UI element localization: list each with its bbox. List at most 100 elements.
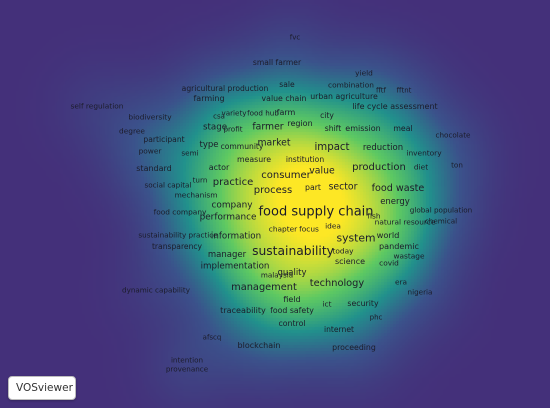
keyword-label[interactable]: consumer [261, 170, 311, 181]
keyword-label[interactable]: chemical [424, 216, 458, 226]
keyword-label[interactable]: internet [323, 325, 355, 335]
keyword-label[interactable]: measure [236, 155, 272, 165]
keyword-label[interactable]: today [332, 246, 354, 256]
keyword-label[interactable]: afscq [202, 333, 222, 342]
keyword-label[interactable]: meal [393, 124, 413, 134]
keyword-label[interactable]: self regulation [70, 101, 124, 111]
keyword-label[interactable]: quality [277, 267, 307, 278]
keyword-label[interactable]: variety [221, 108, 247, 118]
keyword-label[interactable]: yield [355, 68, 373, 78]
keyword-label[interactable]: food company [153, 207, 207, 217]
keyword-label[interactable]: inventory [406, 148, 442, 158]
keyword-label[interactable]: value chain [261, 94, 307, 104]
keyword-label[interactable]: fftnt [396, 86, 412, 95]
keyword-label[interactable]: control [278, 319, 306, 329]
keyword-label[interactable]: provenance [165, 364, 209, 374]
keyword-label[interactable]: phc [369, 313, 383, 322]
keyword-label[interactable]: ict [322, 299, 332, 309]
keyword-label[interactable]: company [211, 200, 253, 211]
keyword-label[interactable]: biodiversity [128, 112, 172, 122]
vosviewer-logo[interactable]: VOSviewer [8, 376, 76, 400]
keyword-label[interactable]: chocolate [435, 130, 471, 140]
keyword-label[interactable]: field [283, 295, 301, 304]
keyword-label[interactable]: practice [212, 177, 254, 188]
keyword-label[interactable]: fftf [375, 86, 387, 95]
keyword-label[interactable]: standard [136, 164, 172, 173]
keyword-label[interactable]: social capital [144, 180, 192, 190]
keyword-label[interactable]: covid [379, 258, 399, 268]
keyword-label[interactable]: small farmer [252, 58, 302, 68]
keyword-label[interactable]: farmer [252, 121, 284, 133]
keyword-label[interactable]: traceability [220, 304, 266, 315]
keyword-label[interactable]: global population [409, 205, 473, 215]
keyword-label[interactable]: food waste [371, 183, 425, 195]
keyword-label[interactable]: chapter [268, 224, 298, 234]
keyword-label[interactable]: region [287, 119, 313, 128]
keyword-label[interactable]: malaysia [260, 270, 294, 280]
keyword-label[interactable]: agricultural production [181, 84, 269, 94]
keyword-label[interactable]: production [352, 162, 406, 173]
keyword-label[interactable]: value [309, 165, 335, 177]
keyword-label[interactable]: manager [207, 249, 247, 260]
keyword-label[interactable]: security [347, 299, 379, 309]
keyword-label[interactable]: actor [208, 163, 230, 172]
keyword-label[interactable]: natural resource [374, 217, 436, 227]
keyword-label[interactable]: technology [309, 278, 365, 290]
keyword-label[interactable]: reduction [362, 142, 404, 153]
keyword-label[interactable]: life cycle assessment [352, 102, 438, 111]
keyword-label[interactable]: nigeria [407, 287, 433, 297]
keyword-label[interactable]: proceeding [332, 343, 376, 353]
keyword-label[interactable]: profit [223, 124, 243, 134]
keyword-label[interactable]: energy [380, 196, 410, 207]
keyword-label[interactable]: turn [192, 175, 208, 185]
keyword-label[interactable]: focus [299, 224, 319, 234]
keyword-label[interactable]: performance [199, 212, 257, 223]
keyword-label[interactable]: farm [276, 108, 296, 117]
keyword-label[interactable]: system [336, 231, 376, 245]
keyword-label[interactable]: sustainability practice [138, 230, 218, 240]
keyword-label[interactable]: type [199, 139, 219, 150]
keyword-label[interactable]: management [231, 282, 297, 294]
keyword-label[interactable]: mechanism [174, 190, 218, 200]
keyword-label[interactable]: wastage [393, 251, 425, 261]
keyword-label[interactable]: stage [202, 122, 228, 133]
keyword-label[interactable]: degree [119, 126, 145, 136]
keyword-label[interactable]: institution [285, 155, 325, 165]
keyword-label[interactable]: process [253, 185, 293, 196]
keyword-label[interactable]: transparency [151, 242, 203, 252]
keyword-label[interactable]: sector [328, 181, 358, 193]
keyword-label[interactable]: information [210, 231, 262, 242]
keyword-label[interactable]: implementation [200, 261, 270, 272]
keyword-label[interactable]: semi [181, 148, 199, 158]
keyword-label[interactable]: emission [345, 124, 381, 133]
keyword-label[interactable]: farming [193, 94, 225, 103]
keyword-label[interactable]: market [257, 137, 291, 149]
keyword-label[interactable]: dynamic capability [122, 285, 190, 295]
keyword-label[interactable]: idea [325, 221, 341, 231]
keyword-label[interactable]: fvc [289, 33, 301, 42]
keyword-label[interactable]: part [305, 183, 321, 193]
keyword-label[interactable]: sale [279, 80, 295, 90]
keyword-label[interactable]: world [376, 229, 400, 240]
keyword-label[interactable]: fish [367, 211, 381, 221]
keyword-label[interactable]: csa [213, 112, 225, 121]
keyword-label[interactable]: science [334, 257, 366, 266]
keyword-label[interactable]: diet [413, 162, 429, 172]
keyword-label[interactable]: city [320, 111, 334, 121]
keyword-label[interactable]: impact [314, 141, 350, 153]
keyword-label[interactable]: participant [143, 135, 185, 145]
keyword-label[interactable]: pandemic [379, 240, 419, 251]
keyword-label[interactable]: ton [451, 160, 463, 170]
keyword-label[interactable]: food supply chain [258, 204, 374, 220]
keyword-label[interactable]: combination [328, 80, 374, 90]
keyword-label[interactable]: community [220, 142, 264, 152]
keyword-label[interactable]: blockchain [237, 341, 281, 350]
keyword-label[interactable]: urban agriculture [310, 92, 378, 102]
keyword-label[interactable]: power [138, 146, 162, 156]
keyword-label[interactable]: food safety [270, 306, 314, 316]
keyword-label[interactable]: sustainability [252, 243, 334, 258]
keyword-label[interactable]: food hub [247, 108, 279, 118]
keyword-label[interactable]: shift [324, 124, 342, 134]
keyword-label[interactable]: era [394, 277, 408, 287]
